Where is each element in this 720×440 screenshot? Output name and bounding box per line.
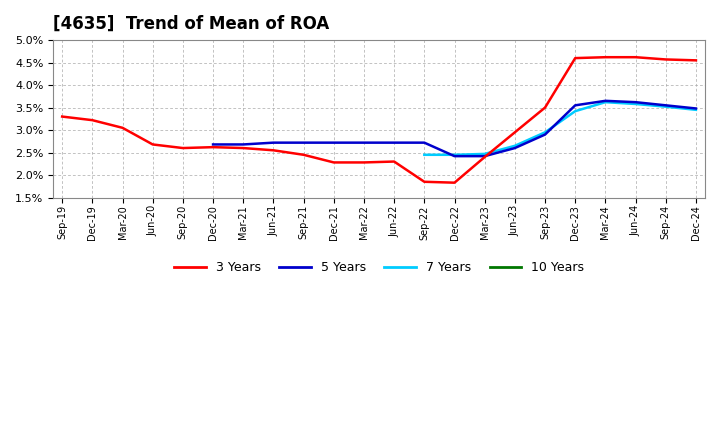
Text: [4635]  Trend of Mean of ROA: [4635] Trend of Mean of ROA — [53, 15, 329, 33]
Legend: 3 Years, 5 Years, 7 Years, 10 Years: 3 Years, 5 Years, 7 Years, 10 Years — [169, 257, 589, 279]
